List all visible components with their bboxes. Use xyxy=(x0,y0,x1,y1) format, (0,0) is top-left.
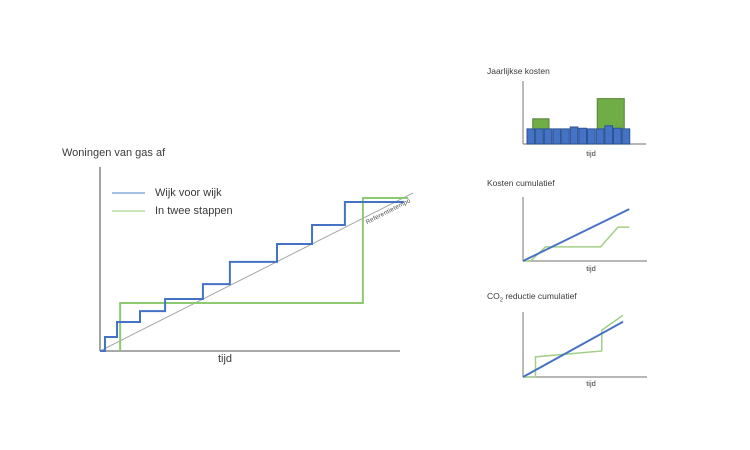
co2-reductie-cumulatief-line-wijk-voor-wijk xyxy=(522,320,624,378)
jaarlijkse-kosten-bar-wijk-voor-wijk xyxy=(613,127,622,145)
co2-title-base: CO xyxy=(487,291,500,301)
kosten-cumulatief-line-wijk-voor-wijk xyxy=(522,208,630,262)
legend-label: In twee stappen xyxy=(155,205,233,217)
main-chart-x-axis-label: tijd xyxy=(217,353,233,365)
co2-reductie-cumulatief-line-in-twee-stappen xyxy=(523,314,624,378)
jaarlijkse-kosten-bar-wijk-voor-wijk xyxy=(535,128,544,145)
legend-line-swatch-green xyxy=(112,210,145,212)
jaarlijkse-kosten-bar-wijk-voor-wijk xyxy=(587,128,596,145)
jaarlijkse-kosten-bar-wijk-voor-wijk xyxy=(621,128,631,145)
legend-line-swatch-blue xyxy=(112,192,145,194)
jaarlijkse-kosten-bar-wijk-voor-wijk xyxy=(543,128,553,145)
main-chart-legend: Wijk voor wijk In twee stappen xyxy=(112,184,233,220)
jaarlijkse-kosten-bar-wijk-voor-wijk xyxy=(561,128,570,145)
legend-item-wijk-voor-wijk: Wijk voor wijk xyxy=(112,184,233,202)
woningen-van-gas-af-line-in-twee-stappen xyxy=(119,196,409,351)
jaarlijkse-kosten-bar-wijk-voor-wijk xyxy=(569,126,579,145)
jaarlijkse-kosten-bar-wijk-voor-wijk xyxy=(578,127,587,145)
co2-title-subscript: 2 xyxy=(499,297,503,304)
co2-cumulative-title: CO2 reductie cumulatief xyxy=(487,291,577,304)
jaarlijkse-kosten-bar-wijk-voor-wijk xyxy=(526,128,536,145)
jaarlijkse-kosten-bar-wijk-voor-wijk xyxy=(595,128,605,145)
main-chart-y-axis-label: Woningen van gas af xyxy=(62,147,166,159)
jaarlijkse-kosten-bar-wijk-voor-wijk xyxy=(604,125,613,145)
kosten-cumulatief-line-in-twee-stappen xyxy=(523,226,630,262)
jaarlijkse-kosten-bar-wijk-voor-wijk xyxy=(552,128,562,145)
cost-cumulative-title: Kosten cumulatief xyxy=(487,178,555,188)
woningen-van-gas-af-line-referentietempo xyxy=(99,192,414,352)
co2-title-rest: reductie cumulatief xyxy=(502,291,577,301)
cost-cumulative-x-axis-label: tijd xyxy=(586,264,596,273)
legend-item-in-twee-stappen: In twee stappen xyxy=(112,202,233,220)
annual-costs-x-axis-label: tijd xyxy=(586,149,596,158)
woningen-van-gas-af-line-wijk-voor-wijk xyxy=(100,201,404,352)
annual-costs-title: Jaarlijkse kosten xyxy=(487,66,550,76)
co2-cumulative-x-axis-label: tijd xyxy=(586,379,596,388)
legend-label: Wijk voor wijk xyxy=(155,187,222,199)
